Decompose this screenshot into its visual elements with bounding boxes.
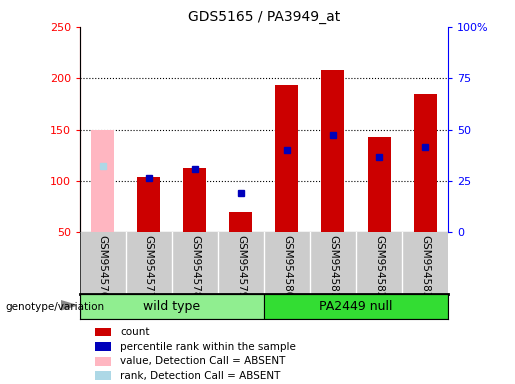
Bar (95, 357, 111, 366)
Text: GSM954578: GSM954578 (190, 235, 200, 298)
Text: percentile rank within the sample: percentile rank within the sample (121, 342, 296, 352)
Text: GSM954580: GSM954580 (282, 235, 292, 298)
Text: wild type: wild type (143, 300, 200, 313)
Text: value, Detection Call = ABSENT: value, Detection Call = ABSENT (121, 356, 286, 366)
Bar (80, 294, 264, 319)
Bar (95, 328, 111, 336)
Text: count: count (121, 327, 150, 337)
Bar (138, 177, 160, 232)
Bar (91, 129, 114, 232)
Bar (276, 85, 299, 232)
Bar (183, 167, 207, 232)
Bar (414, 94, 437, 232)
Text: GSM954581: GSM954581 (328, 235, 338, 298)
Bar (229, 212, 252, 232)
Bar (95, 342, 111, 351)
Bar (321, 70, 345, 232)
Text: GSM954576: GSM954576 (98, 235, 108, 298)
Bar (95, 371, 111, 380)
Polygon shape (61, 301, 76, 310)
Text: GSM954579: GSM954579 (236, 235, 246, 298)
Text: GSM954583: GSM954583 (420, 235, 430, 298)
Text: genotype/variation: genotype/variation (5, 302, 104, 312)
Text: rank, Detection Call = ABSENT: rank, Detection Call = ABSENT (121, 371, 281, 381)
Title: GDS5165 / PA3949_at: GDS5165 / PA3949_at (188, 10, 340, 25)
Text: PA2449 null: PA2449 null (319, 300, 393, 313)
Text: GSM954582: GSM954582 (374, 235, 384, 298)
Text: GSM954577: GSM954577 (144, 235, 154, 298)
Bar (368, 137, 390, 232)
Bar (264, 294, 448, 319)
